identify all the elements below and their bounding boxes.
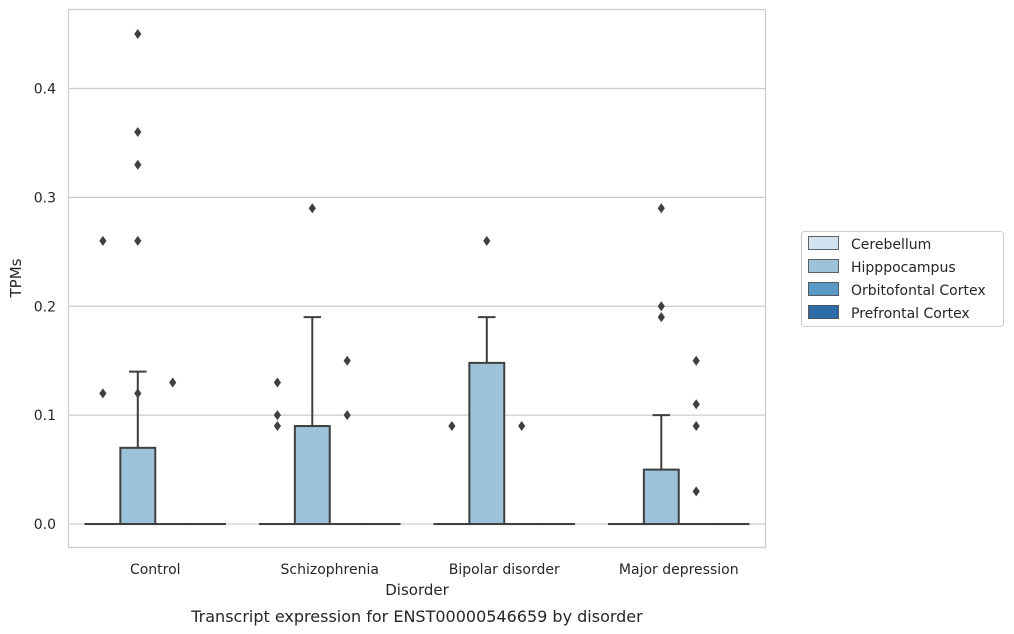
- legend-swatch: [808, 282, 839, 296]
- outlier-point: [343, 355, 351, 366]
- legend-label: Cerebellum: [851, 237, 931, 253]
- chart-caption: Transcript expression for ENST0000054665…: [190, 607, 643, 626]
- x-tick-label: Major depression: [619, 562, 739, 578]
- box: [119, 446, 157, 526]
- outlier-point: [692, 486, 700, 497]
- y-tick-label: 0.2: [34, 299, 56, 315]
- box-group: [119, 29, 157, 526]
- legend-label: Hipppocampus: [851, 260, 956, 276]
- legend: Cerebellum Hipppocampus Orbitofontal Corte…: [801, 231, 1004, 327]
- outlier-point: [134, 159, 142, 170]
- outlier-point: [657, 301, 665, 312]
- axis-ticks: 0.0 0.1 0.2 0.3 0.4 Control Schizophrenia Bipol…: [34, 81, 739, 578]
- legend-swatch: [808, 305, 839, 319]
- outlier-point: [169, 377, 177, 388]
- box-group: [328, 355, 366, 526]
- box-group: [293, 203, 331, 526]
- x-tick-label: Bipolar disorder: [449, 562, 560, 578]
- box-group: [677, 355, 715, 526]
- outlier-point: [134, 29, 142, 40]
- legend-label: Orbitofontal Cortex: [851, 283, 986, 299]
- outlier-point: [308, 203, 316, 214]
- outlier-point: [692, 355, 700, 366]
- legend-frame: [801, 231, 1004, 327]
- outlier-point: [692, 399, 700, 410]
- legend-swatch: [808, 236, 839, 250]
- y-tick-label: 0.3: [34, 190, 56, 206]
- outlier-point: [99, 235, 107, 246]
- y-tick-label: 0.4: [34, 81, 56, 97]
- legend-label: Prefrontal Cortex: [851, 306, 970, 322]
- box: [293, 425, 331, 526]
- y-tick-label: 0.0: [34, 517, 56, 533]
- outlier-point: [692, 421, 700, 432]
- x-axis-label: Disorder: [385, 581, 449, 599]
- legend-swatch: [808, 259, 839, 273]
- box-group: [154, 377, 192, 526]
- outlier-point: [134, 127, 142, 138]
- x-tick-label: Control: [130, 562, 181, 578]
- outlier-point: [518, 421, 526, 432]
- outlier-point: [134, 388, 142, 399]
- y-axis-label: TPMs: [7, 258, 25, 298]
- outlier-point: [448, 421, 456, 432]
- outlier-point: [343, 410, 351, 421]
- outlier-point: [657, 203, 665, 214]
- outlier-point: [99, 388, 107, 399]
- box-group: [468, 235, 506, 526]
- outlier-point: [657, 312, 665, 323]
- outlier-point: [273, 410, 281, 421]
- y-tick-label: 0.1: [34, 408, 56, 424]
- outlier-point: [273, 377, 281, 388]
- outlier-point: [483, 235, 491, 246]
- x-tick-label: Schizophrenia: [281, 562, 379, 578]
- plot-frame: [67, 8, 767, 549]
- boxes: [84, 29, 750, 526]
- box-group: [642, 203, 680, 526]
- box: [468, 361, 506, 526]
- box: [642, 468, 680, 526]
- box-group: [503, 421, 541, 526]
- outlier-point: [134, 235, 142, 246]
- outlier-point: [273, 421, 281, 432]
